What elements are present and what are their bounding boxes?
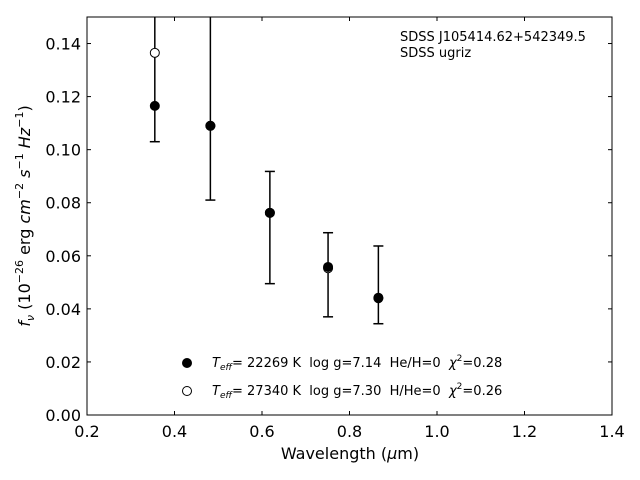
legend: Teff= 22269 K log g=7.14 He/H=0 χ2=0.28 … — [182, 354, 502, 401]
x-tick-label: 1.2 — [512, 422, 537, 441]
legend-entry-1: Teff= 22269 K log g=7.14 He/H=0 χ2=0.28 — [212, 354, 502, 373]
y-tick-label: 0.08 — [45, 194, 81, 213]
model-point-filled — [149, 100, 160, 111]
x-tick-label: 0.8 — [337, 422, 362, 441]
x-tick-label: 1.0 — [424, 422, 449, 441]
y-tick-label: 0.00 — [45, 406, 81, 425]
model-point-filled — [205, 120, 216, 131]
x-tick-label: 0.4 — [162, 422, 187, 441]
y-axis-label: fν (10−26 erg cm−2 s−1 Hz−1) — [13, 105, 37, 326]
legend-marker-filled — [182, 358, 192, 368]
y-tick-label: 0.12 — [45, 88, 81, 107]
plot-area — [86, 16, 613, 416]
legend-marker-open — [182, 386, 192, 396]
y-tick-label: 0.06 — [45, 247, 81, 266]
y-tick-label: 0.10 — [45, 141, 81, 160]
x-axis-ticks: 0.2 0.4 0.6 0.8 1.0 1.2 1.4 — [74, 17, 625, 441]
error-bars — [149, 17, 384, 325]
x-axis-label: Wavelength (μm) — [281, 444, 419, 463]
y-axis-ticks: 0.00 0.02 0.04 0.06 0.08 0.10 0.12 0.14 — [45, 35, 612, 425]
y-tick-label: 0.02 — [45, 353, 81, 372]
data-markers — [149, 47, 384, 304]
model-point-filled — [323, 261, 334, 272]
y-tick-label: 0.04 — [45, 300, 81, 319]
x-tick-label: 0.6 — [249, 422, 274, 441]
model-point-filled — [373, 292, 384, 303]
model-point-open — [149, 47, 160, 58]
x-tick-label: 0.2 — [74, 422, 99, 441]
y-tick-label: 0.14 — [45, 35, 81, 54]
annotation-filter-set: SDSS ugriz — [400, 46, 471, 61]
legend-entry-2: Teff= 27340 K log g=7.30 H/He=0 χ2=0.26 — [212, 382, 502, 401]
model-point-filled — [264, 207, 275, 218]
annotation-object-name: SDSS J105414.62+542349.5 — [400, 30, 586, 45]
x-tick-label: 1.4 — [599, 422, 624, 441]
